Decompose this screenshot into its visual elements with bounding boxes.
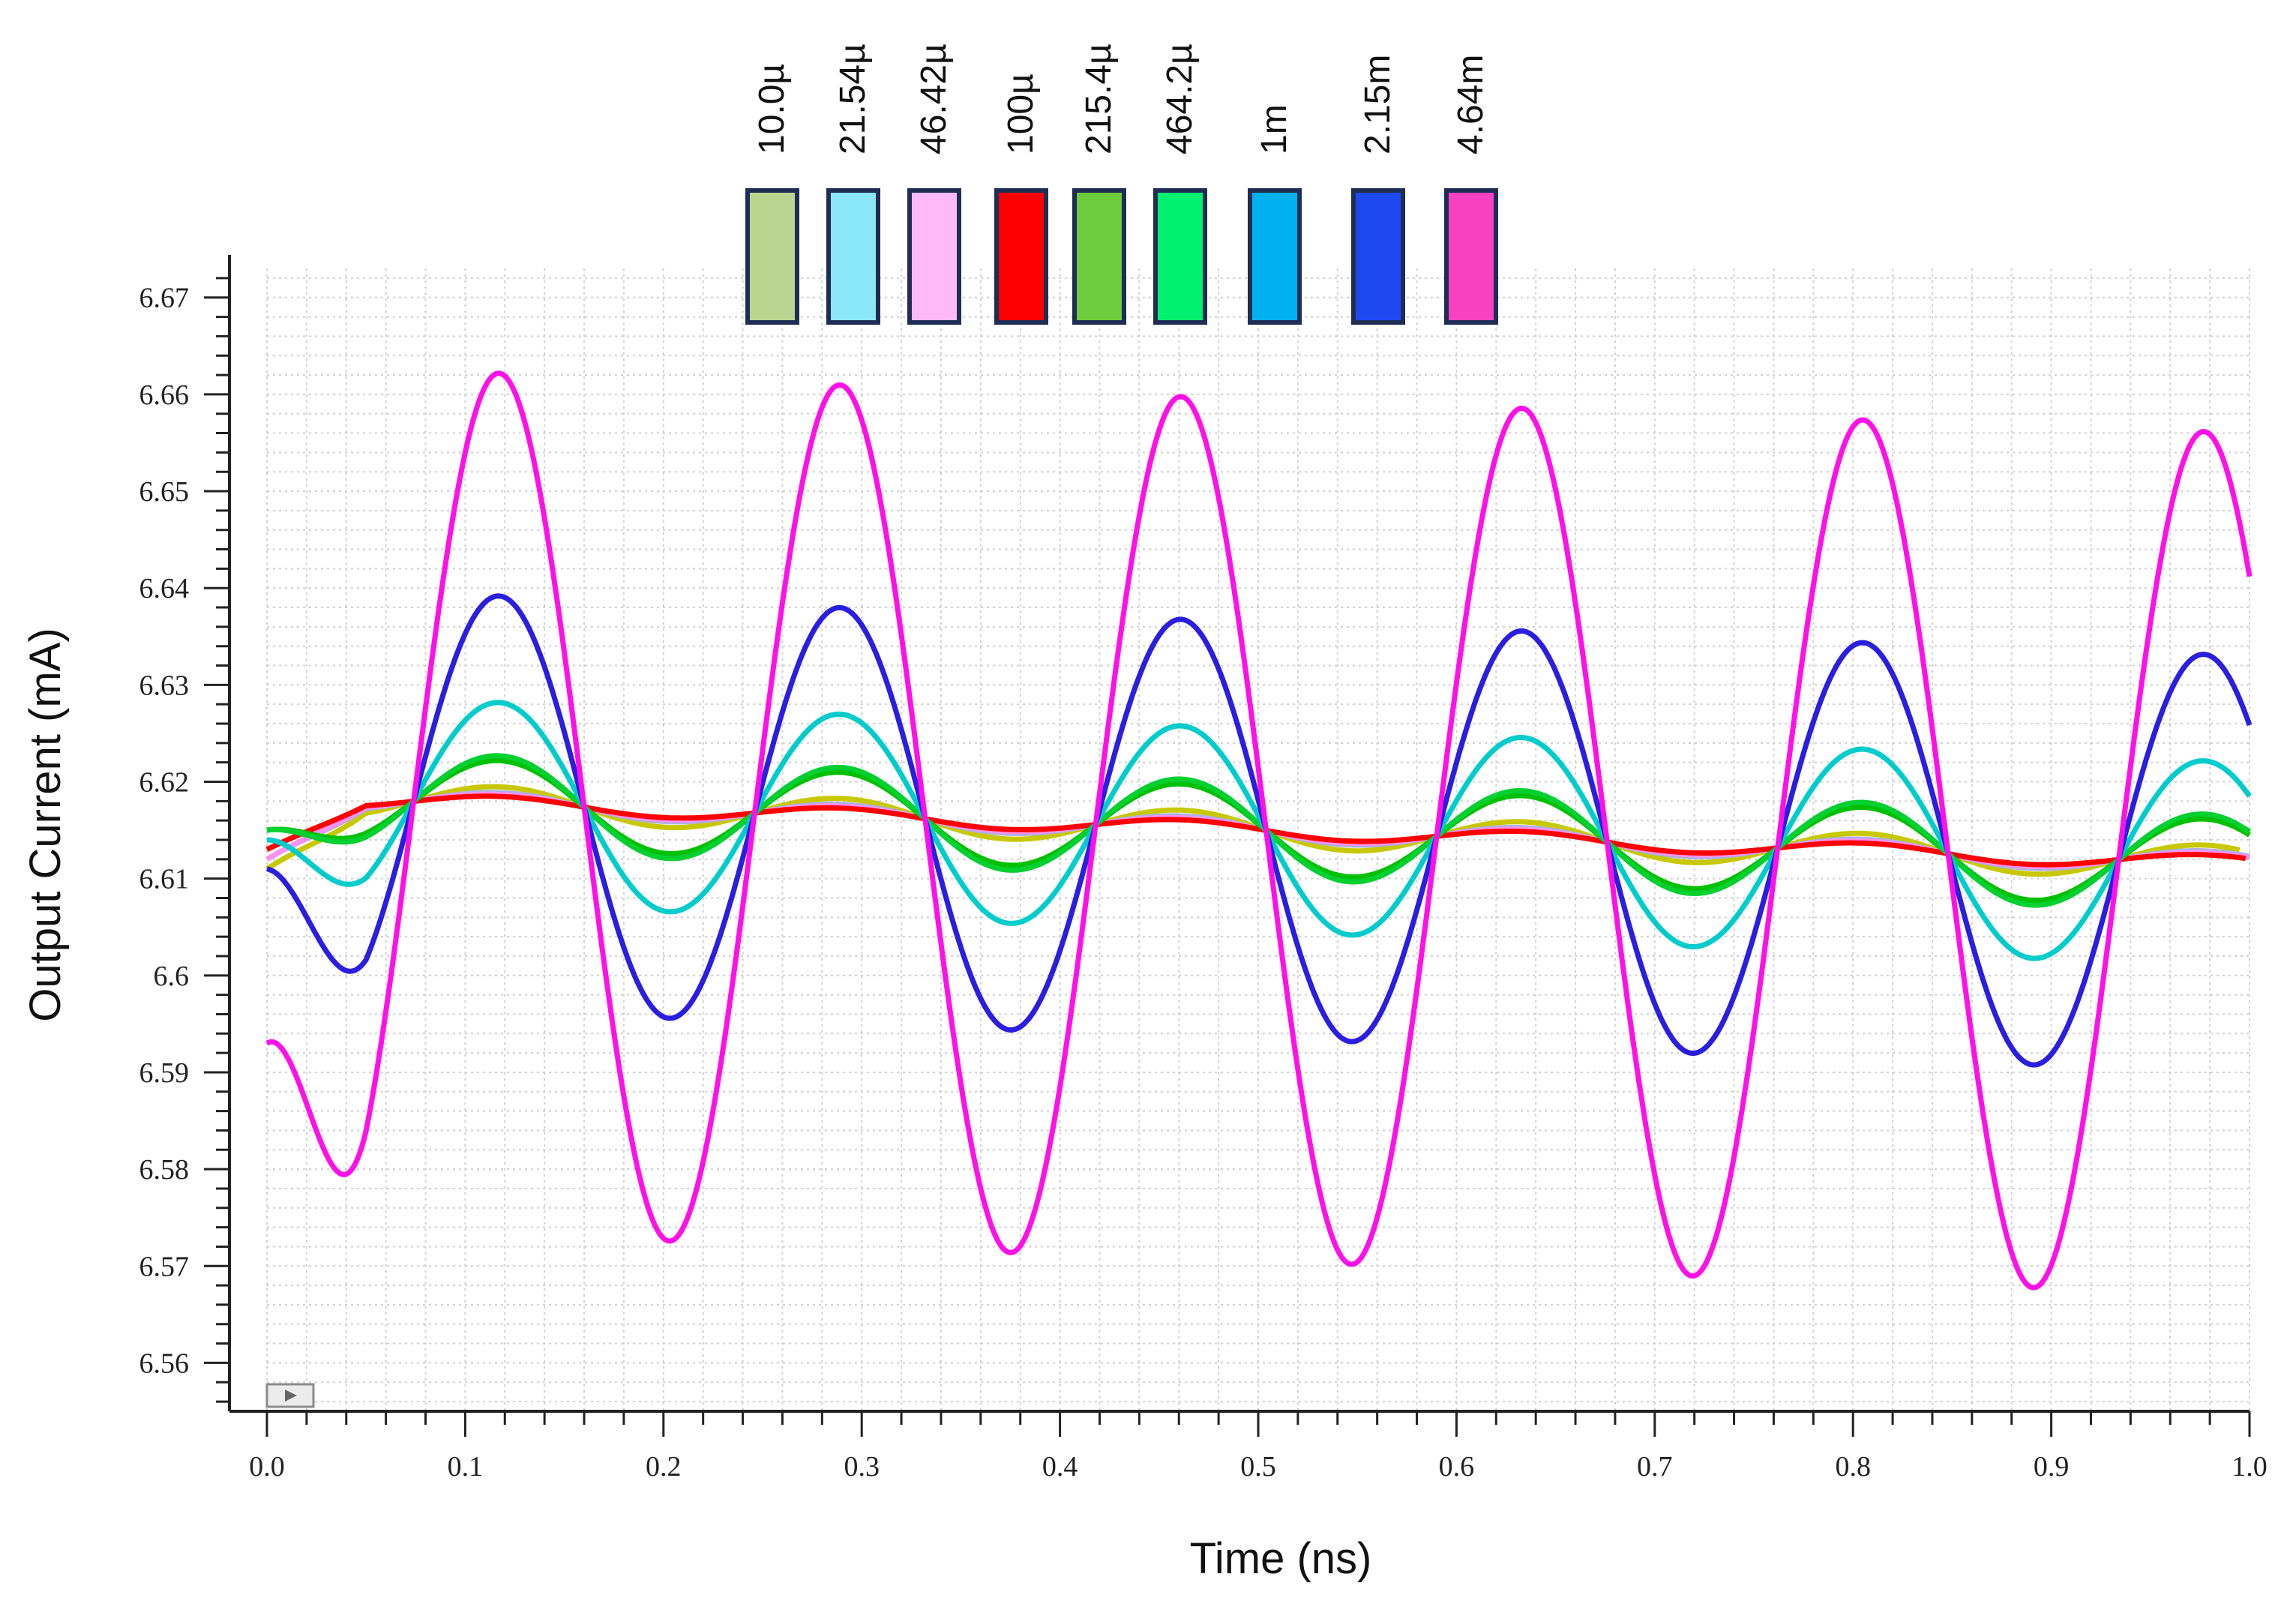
legend-swatch bbox=[1351, 188, 1405, 325]
series-line bbox=[265, 370, 2253, 1291]
y-tick-label: 6.65 bbox=[139, 476, 190, 508]
legend: 10.0µ 21.54µ 46.42µ 100µ 215.4µ 464.2µ 1m 2.15m… bbox=[745, 43, 1498, 325]
y-tick-label: 6.56 bbox=[139, 1348, 190, 1379]
legend-label: 10.0µ bbox=[752, 64, 792, 154]
legend-swatch bbox=[1248, 188, 1302, 325]
y-tick-label: 6.59 bbox=[139, 1057, 190, 1089]
x-tick-label: 0.7 bbox=[1637, 1451, 1673, 1483]
series-lines bbox=[265, 370, 2253, 1291]
legend-item: 100µ bbox=[994, 73, 1048, 325]
legend-swatch bbox=[1444, 188, 1498, 325]
x-tick-label: 0.9 bbox=[2034, 1451, 2070, 1483]
x-tick-labels: 0.0 0.1 0.2 0.3 0.4 0.5 0.6 0.7 0.8 0.9 1.0 bbox=[249, 1451, 2268, 1483]
legend-item: 46.42µ bbox=[907, 43, 961, 325]
y-tick-label: 6.67 bbox=[139, 283, 190, 314]
y-tick-label: 6.63 bbox=[139, 670, 190, 701]
axes bbox=[228, 255, 2250, 1413]
series-line bbox=[265, 793, 2247, 868]
y-tick-label: 6.62 bbox=[139, 767, 190, 799]
x-tick-label: 0.0 bbox=[249, 1451, 285, 1483]
legend-swatch bbox=[907, 188, 961, 325]
legend-label: 2.15m bbox=[1358, 55, 1398, 154]
x-tick-label: 0.6 bbox=[1439, 1451, 1475, 1483]
y-tick-label: 6.61 bbox=[139, 864, 190, 895]
y-tick-label: 6.64 bbox=[139, 573, 190, 604]
legend-item: 1m bbox=[1248, 104, 1302, 325]
x-tick-label: 0.5 bbox=[1240, 1451, 1276, 1483]
legend-item: 10.0µ bbox=[745, 64, 799, 325]
x-tick-label: 0.2 bbox=[646, 1451, 682, 1483]
y-tick-label: 6.6 bbox=[154, 961, 190, 992]
legend-label: 21.54µ bbox=[833, 43, 873, 154]
series-line bbox=[266, 593, 2253, 1068]
x-tick-label: 0.4 bbox=[1042, 1451, 1078, 1483]
x-axis-title: Time (ns) bbox=[1190, 1534, 1372, 1583]
series-line bbox=[266, 753, 2251, 908]
legend-label: 100µ bbox=[1001, 73, 1041, 154]
x-tick-label: 1.0 bbox=[2232, 1451, 2268, 1483]
legend-label: 46.42µ bbox=[914, 43, 954, 154]
legend-item: 21.54µ bbox=[826, 43, 880, 325]
legend-label: 464.2µ bbox=[1160, 43, 1200, 154]
legend-swatch bbox=[745, 188, 799, 325]
legend-item: 2.15m bbox=[1351, 55, 1405, 325]
y-tick-label: 6.66 bbox=[139, 379, 190, 411]
series-line bbox=[266, 700, 2252, 961]
legend-label: 1m bbox=[1254, 104, 1294, 154]
legend-item: 464.2µ bbox=[1153, 43, 1207, 325]
legend-swatch bbox=[1153, 188, 1207, 325]
legend-label: 215.4µ bbox=[1079, 43, 1119, 154]
legend-swatch bbox=[1072, 188, 1126, 325]
legend-swatch bbox=[994, 188, 1048, 325]
y-tick-labels: 6.56 6.57 6.58 6.59 6.6 6.61 6.62 6.63 6.64 6.65 6… bbox=[139, 283, 190, 1380]
y-tick-label: 6.58 bbox=[139, 1154, 190, 1186]
y-tick-label: 6.57 bbox=[139, 1251, 190, 1282]
legend-swatch bbox=[826, 188, 880, 325]
x-tick-label: 0.1 bbox=[448, 1451, 484, 1483]
legend-item: 215.4µ bbox=[1072, 43, 1126, 325]
x-tick-label: 0.8 bbox=[1835, 1451, 1871, 1483]
play-arrow-icon[interactable] bbox=[265, 1383, 315, 1408]
legend-label: 4.64m bbox=[1451, 55, 1491, 154]
y-axis-title: Output Current (mA) bbox=[21, 628, 70, 1021]
x-tick-label: 0.3 bbox=[844, 1451, 880, 1483]
legend-item: 4.64m bbox=[1444, 55, 1498, 325]
tick-marks bbox=[204, 277, 2251, 1437]
